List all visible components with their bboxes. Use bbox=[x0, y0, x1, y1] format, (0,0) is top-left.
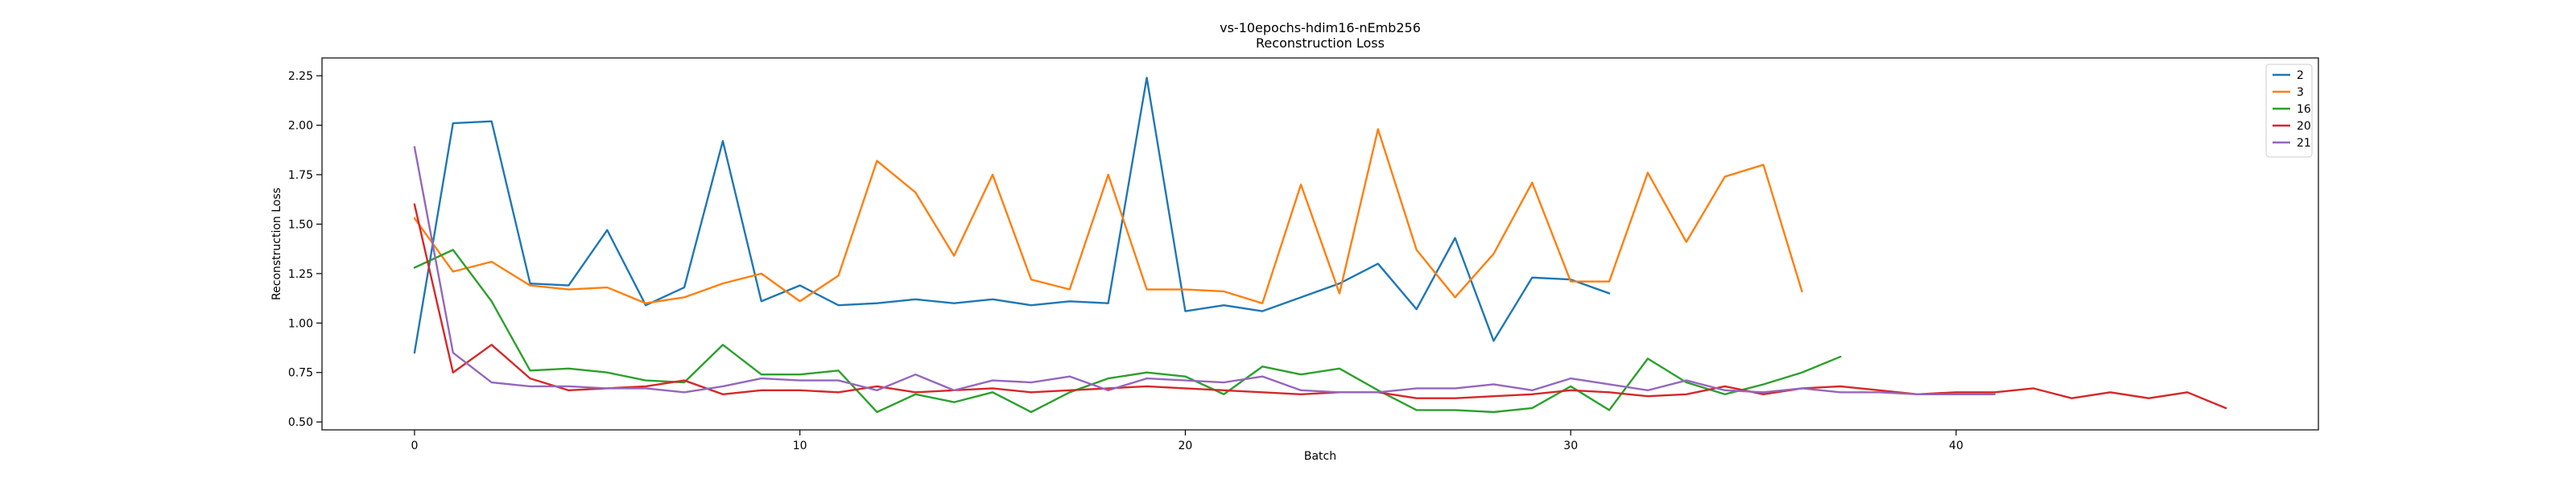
legend-label-3: 3 bbox=[2297, 86, 2304, 99]
series-line-20 bbox=[413, 203, 2227, 410]
plot-frame bbox=[321, 57, 2319, 431]
x-tick-label: 40 bbox=[1949, 440, 1963, 452]
y-tick-label: 2.25 bbox=[288, 70, 313, 83]
y-axis-label: Reconstruction Loss bbox=[270, 188, 283, 300]
legend-label-16: 16 bbox=[2297, 103, 2311, 116]
series-line-21 bbox=[413, 146, 1996, 395]
x-tick-label: 30 bbox=[1563, 440, 1578, 452]
y-tick-label: 1.25 bbox=[288, 268, 313, 281]
series-line-3 bbox=[413, 128, 1803, 304]
legend-label-21: 21 bbox=[2297, 137, 2311, 150]
axes-layer: 0 10 20 30 40 0.50 0.75 1.00 1.25 1.50 1.75 2.00 2.2… bbox=[288, 57, 2319, 452]
legend-box bbox=[2265, 64, 2313, 158]
legend-label-2: 2 bbox=[2297, 69, 2304, 82]
x-tick-label: 0 bbox=[411, 440, 418, 452]
x-tick-label: 20 bbox=[1179, 440, 1193, 452]
y-tick-label: 2.00 bbox=[288, 120, 313, 133]
legend-label-20: 20 bbox=[2297, 120, 2311, 133]
y-tick-label: 1.75 bbox=[288, 169, 313, 182]
series-line-16 bbox=[413, 249, 1842, 414]
x-tick-label: 10 bbox=[793, 440, 807, 452]
series-line-2 bbox=[413, 76, 1611, 354]
chart-title: vs-10epochs-hdim16-nEmb256 bbox=[1220, 20, 1421, 35]
y-tick-label: 1.00 bbox=[288, 317, 313, 330]
chart-subtitle: Reconstruction Loss bbox=[1256, 35, 1385, 51]
series-layer bbox=[413, 76, 2227, 414]
y-tick-label: 0.50 bbox=[288, 416, 313, 429]
y-tick-label: 1.50 bbox=[288, 218, 313, 231]
y-tick-label: 0.75 bbox=[288, 367, 313, 380]
x-axis-label: Batch bbox=[1304, 450, 1336, 463]
legend: 2 3 16 20 21 bbox=[2265, 64, 2313, 158]
